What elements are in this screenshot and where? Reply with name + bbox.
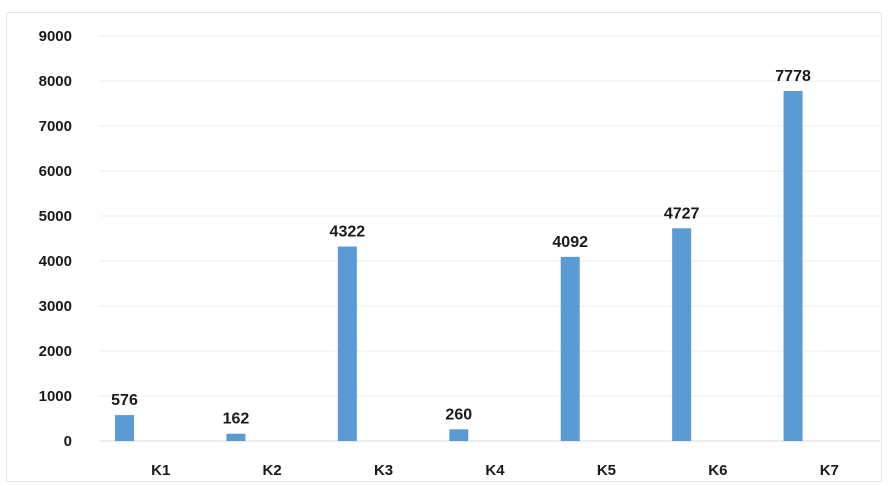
bar [783, 90, 803, 442]
bar [449, 429, 469, 441]
y-tick-label: 0 [64, 433, 72, 450]
data-label: 4727 [664, 205, 700, 222]
y-tick-label: 1000 [39, 388, 72, 405]
y-tick-label: 4000 [39, 253, 72, 270]
bar [337, 246, 357, 441]
y-tick-label: 9000 [39, 28, 72, 45]
y-axis-ticks: 0 1000 2000 3000 4000 5000 6000 7000 8000 9000 [39, 28, 72, 450]
y-tick-label: 2000 [39, 343, 72, 360]
y-tick-label: 7000 [39, 118, 72, 135]
y-tick-label: 3000 [39, 298, 72, 315]
x-tick-label: K3 [374, 462, 393, 479]
data-label: 4322 [330, 224, 366, 241]
data-label: 576 [111, 392, 138, 409]
x-tick-label: K1 [151, 462, 170, 479]
chart-frame [6, 12, 882, 482]
x-tick-label: K6 [708, 462, 727, 479]
data-label: 162 [223, 411, 250, 428]
y-tick-label: 5000 [39, 208, 72, 225]
bar [672, 228, 692, 441]
data-labels: 576 162 4322 260 4092 4727 7778 [111, 68, 811, 428]
bar [560, 256, 580, 441]
y-tick-label: 8000 [39, 73, 72, 90]
x-tick-label: K2 [263, 462, 282, 479]
data-label: 260 [445, 406, 472, 423]
y-tick-label: 6000 [39, 163, 72, 180]
gridlines [100, 35, 880, 442]
data-label: 4092 [552, 234, 588, 251]
data-label: 7778 [775, 68, 811, 85]
x-tick-label: K7 [820, 462, 839, 479]
x-tick-label: K5 [597, 462, 616, 479]
x-tick-label: K4 [485, 462, 505, 479]
bars [115, 90, 803, 442]
x-axis-ticks: K1 K2 K3 K4 K5 K6 K7 [151, 462, 839, 479]
bar [226, 433, 246, 441]
bar [115, 415, 134, 441]
